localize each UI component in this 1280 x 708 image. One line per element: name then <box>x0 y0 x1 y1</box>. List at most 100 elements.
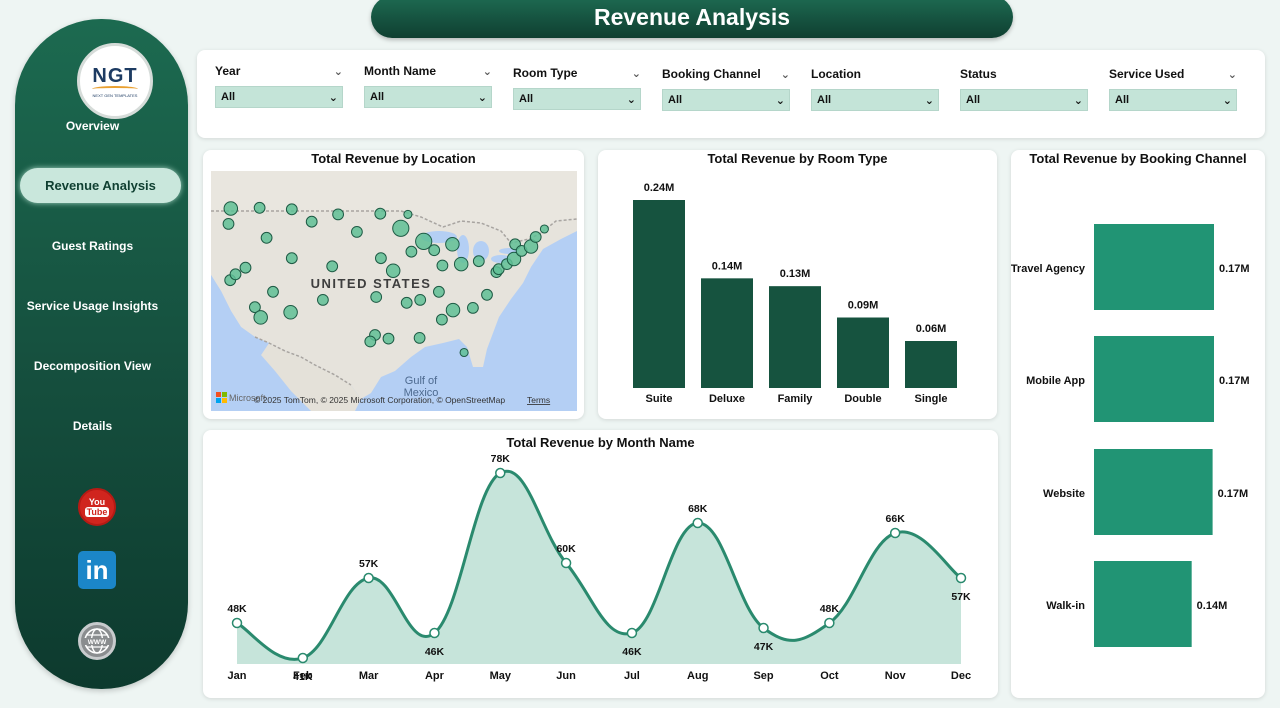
map-bubble[interactable] <box>285 252 298 265</box>
data-point[interactable] <box>363 572 374 584</box>
filter-dropdown-month-name[interactable]: All ⌄ <box>364 86 492 108</box>
data-point[interactable] <box>560 557 572 569</box>
map-bubble[interactable] <box>283 305 298 320</box>
map-bubble[interactable] <box>267 285 279 298</box>
chevron-down-icon[interactable]: ⌄ <box>333 65 343 78</box>
map-bubble[interactable] <box>317 293 329 306</box>
map-bubble[interactable] <box>260 231 273 244</box>
map-bubble[interactable] <box>428 244 441 257</box>
map-bubble[interactable] <box>364 335 377 348</box>
map-title: Total Revenue by Location <box>311 151 476 166</box>
map-bubble[interactable] <box>413 332 426 344</box>
bar[interactable] <box>905 341 957 388</box>
map-bubble[interactable] <box>506 251 522 267</box>
map-bubble[interactable] <box>539 224 549 234</box>
data-point[interactable] <box>626 627 638 639</box>
map-bubble[interactable] <box>414 293 427 306</box>
map-bubble[interactable] <box>403 209 413 219</box>
map-bubble[interactable] <box>375 252 387 265</box>
map-bubble[interactable] <box>332 208 344 221</box>
map-bubble[interactable] <box>222 218 235 230</box>
filter-dropdown-service-used[interactable]: All ⌄ <box>1109 89 1237 111</box>
revenue-by-booking-channel-card: Total Revenue by Booking Channel Travel … <box>1011 150 1265 698</box>
map-bubble[interactable] <box>392 219 410 237</box>
map-bubble[interactable] <box>436 259 449 272</box>
map-bubble[interactable] <box>436 313 448 326</box>
data-point[interactable] <box>758 622 769 634</box>
nav-item-service-usage-insights[interactable]: Service Usage Insights <box>26 299 159 313</box>
data-point[interactable] <box>692 517 703 529</box>
linkedin-icon[interactable]: in <box>78 551 116 589</box>
map-bubble[interactable] <box>459 347 469 358</box>
data-label: 46K <box>425 646 445 658</box>
filter-dropdown-status[interactable]: All ⌄ <box>960 89 1088 111</box>
map-bubble[interactable] <box>223 201 239 216</box>
filter-dropdown-booking-channel[interactable]: All ⌄ <box>662 89 790 111</box>
bar[interactable] <box>769 286 821 388</box>
map-bubble[interactable] <box>253 310 268 325</box>
map-bubble[interactable] <box>285 203 298 216</box>
category-label: Travel Agency <box>1011 263 1086 275</box>
bar[interactable] <box>701 278 753 388</box>
map-bubble[interactable] <box>351 226 363 238</box>
map-bubble[interactable] <box>445 237 460 252</box>
chevron-down-icon[interactable]: ⌄ <box>631 67 641 80</box>
chevron-down-icon[interactable]: ⌄ <box>1227 68 1237 81</box>
map-bubble[interactable] <box>445 302 461 318</box>
map-bubble[interactable] <box>433 285 445 298</box>
nav-item-guest-ratings[interactable]: Guest Ratings <box>51 239 134 253</box>
map-bubble[interactable] <box>453 256 469 272</box>
data-point[interactable] <box>297 652 309 664</box>
bar[interactable] <box>1094 449 1213 535</box>
data-point[interactable] <box>231 617 243 629</box>
map-bubble[interactable] <box>405 245 418 258</box>
filter-dropdown-room-type[interactable]: All ⌄ <box>513 88 641 110</box>
category-label: Suite <box>646 393 673 405</box>
category-label: Feb <box>293 670 313 682</box>
chevron-down-icon[interactable]: ⌄ <box>482 65 492 78</box>
map-bubble[interactable] <box>326 260 339 273</box>
map-bubble[interactable] <box>305 215 318 228</box>
nav-item-decomposition-view[interactable]: Decomposition View <box>33 359 152 373</box>
map-bubble[interactable] <box>400 296 413 309</box>
data-label: 48K <box>820 603 840 615</box>
data-label: 78K <box>491 453 511 465</box>
bar[interactable] <box>837 317 889 389</box>
map-bubble[interactable] <box>385 263 401 278</box>
map-terms-link[interactable]: Terms <box>527 395 550 405</box>
data-point[interactable] <box>824 617 835 629</box>
map-bubble[interactable] <box>239 261 252 274</box>
map-bubble[interactable] <box>481 288 493 301</box>
nav-item-revenue-analysis[interactable]: Revenue Analysis <box>20 168 181 203</box>
globe-icon[interactable]: WWW <box>78 622 116 660</box>
bar[interactable] <box>1094 561 1192 647</box>
location-bubble-map[interactable]: UNITED STATES Gulf of Mexico Microsoft © … <box>211 171 577 411</box>
map-bubble[interactable] <box>374 207 387 220</box>
map-bubble[interactable] <box>382 332 395 345</box>
youtube-icon[interactable]: You Tube <box>78 488 116 526</box>
map-bubble[interactable] <box>415 232 433 251</box>
filter-value: All <box>668 94 683 106</box>
map-bubble[interactable] <box>249 301 261 314</box>
data-point[interactable] <box>495 467 506 479</box>
map-bubble[interactable] <box>529 231 542 243</box>
filter-dropdown-year[interactable]: All ⌄ <box>215 86 343 108</box>
bar[interactable] <box>1094 336 1214 422</box>
data-point[interactable] <box>429 627 440 639</box>
category-label: May <box>490 670 512 682</box>
map-bubble[interactable] <box>253 201 266 214</box>
chevron-down-icon[interactable]: ⌄ <box>780 68 790 81</box>
bar[interactable] <box>1094 224 1214 310</box>
nav-item-overview[interactable]: Overview <box>65 119 120 133</box>
data-point[interactable] <box>889 527 901 539</box>
map-bubble[interactable] <box>229 268 242 281</box>
bar[interactable] <box>633 200 685 388</box>
data-point[interactable] <box>955 572 967 584</box>
nav-item-details[interactable]: Details <box>72 419 113 433</box>
filter-room-type: Room Type ⌄ All ⌄ <box>513 65 643 110</box>
map-bubble[interactable] <box>467 302 479 314</box>
category-label: Oct <box>820 670 839 682</box>
map-bubble[interactable] <box>370 291 383 303</box>
map-bubble[interactable] <box>472 255 485 268</box>
filter-dropdown-location[interactable]: All ⌄ <box>811 89 939 111</box>
